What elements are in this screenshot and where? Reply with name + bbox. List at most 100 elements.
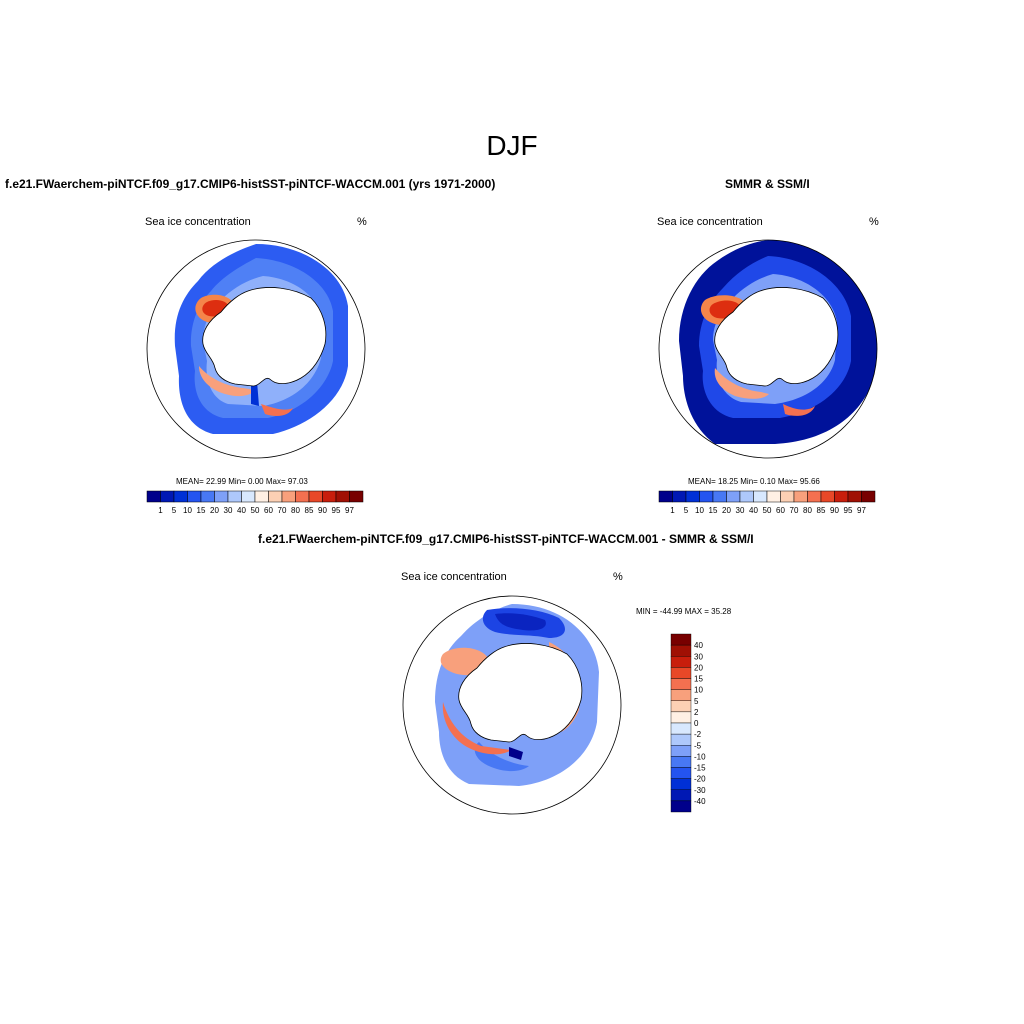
- panel-1-colorbar-tick-label: 90: [318, 506, 327, 514]
- panel-2-colorbar-tick-label: 5: [684, 506, 689, 514]
- panel-1-colorbar-swatch: [187, 490, 202, 503]
- panel-3-title: f.e21.FWaerchem-piNTCF.f09_g17.CMIP6-his…: [258, 532, 754, 546]
- panel-3-colorbar-swatch: [670, 756, 692, 768]
- panel-1-colorbar: 1 5 10 15 20 30 40 50 60 70 80 85 90 95 97: [146, 490, 364, 514]
- panel-2-units: %: [869, 216, 879, 228]
- panel-1-field-label: Sea ice concentration: [145, 216, 251, 228]
- panel-1-colorbar-swatch: [227, 490, 242, 503]
- panel-2-colorbar-swatch: [793, 490, 808, 503]
- panel-2-colorbar: 1 5 10 15 20 30 40 50 60 70 80 85 90 95 97: [658, 490, 876, 514]
- panel-3-colorbar-tick-label: -5: [694, 741, 702, 750]
- panel-1-colorbar-swatch: [241, 490, 256, 503]
- panel-1-map: [146, 239, 366, 459]
- panel-3-colorbar-tick-label: 40: [694, 641, 703, 650]
- panel-3-colorbar-swatch: [670, 767, 692, 779]
- panel-1-colorbar-tick-label: 1: [158, 506, 163, 514]
- panel-3-colorbar-swatch: [670, 800, 692, 813]
- panel-1-colorbar-swatch: [295, 490, 310, 503]
- panel-1-colorbar-tick-label: 20: [210, 506, 219, 514]
- panel-3-stats: MIN = -44.99 MAX = 35.28: [636, 607, 732, 616]
- panel-2-colorbar-swatch: [712, 490, 727, 503]
- panel-1-colorbar-swatch: [349, 490, 364, 503]
- panel-2-colorbar-swatch: [672, 490, 687, 503]
- panel-2-colorbar-tick-label: 15: [709, 506, 718, 514]
- panel-3-colorbar-tick-label: -20: [694, 775, 706, 784]
- panel-3-map: [402, 595, 622, 815]
- panel-3-colorbar-tick-label: -30: [694, 786, 706, 795]
- panel-2-colorbar-swatch: [699, 490, 714, 503]
- panel-1-colorbar-tick-label: 15: [197, 506, 206, 514]
- panel-2-colorbar-swatch: [726, 490, 741, 503]
- panel-1-colorbar-swatch: [160, 490, 175, 503]
- panel-3-colorbar-swatch: [670, 711, 692, 724]
- panel-1-colorbar-tick-label: 5: [172, 506, 177, 514]
- panel-3-colorbar-tick-label: 20: [694, 663, 703, 672]
- panel-2-colorbar-tick-label: 85: [817, 506, 826, 514]
- panel-1-colorbar-tick-label: 97: [345, 506, 354, 514]
- panel-1-colorbar-swatch: [308, 490, 323, 503]
- panel-1-colorbar-tick-label: 95: [332, 506, 341, 514]
- panel-3-colorbar-tick-label: 0: [694, 719, 699, 728]
- panel-2-colorbar-tick-label: 1: [670, 506, 675, 514]
- panel-3-colorbar-swatch: [670, 778, 692, 790]
- panel-1-colorbar-tick-label: 50: [251, 506, 260, 514]
- panel-1-colorbar-tick-label: 70: [278, 506, 287, 514]
- panel-2-colorbar-tick-label: 10: [695, 506, 704, 514]
- panel-3-colorbar-tick-label: -15: [694, 764, 706, 773]
- panel-2-colorbar-tick-label: 90: [830, 506, 839, 514]
- panel-1-colorbar-tick-label: 30: [224, 506, 233, 514]
- panel-1-colorbar-swatch: [214, 490, 229, 503]
- panel-2-colorbar-swatch: [807, 490, 822, 503]
- panel-3-colorbar-swatch: [670, 789, 692, 802]
- panel-3-field-label: Sea ice concentration: [401, 571, 507, 583]
- panel-2-colorbar-swatch: [820, 490, 835, 503]
- panel-2-colorbar-tick-label: 80: [803, 506, 812, 514]
- panel-3-colorbar-tick-label: -10: [694, 752, 706, 761]
- panel-2-colorbar-swatch: [685, 490, 700, 503]
- panel-2-map: [658, 239, 878, 459]
- panel-1-colorbar-tick-label: 85: [305, 506, 314, 514]
- panel-2-colorbar-tick-label: 20: [722, 506, 731, 514]
- panel-2-colorbar-tick-label: 97: [857, 506, 866, 514]
- panel-1-stats: MEAN= 22.99 Min= 0.00 Max= 97.03: [176, 477, 308, 486]
- panel-1-units: %: [357, 216, 367, 228]
- panel-2-colorbar-tick-label: 40: [749, 506, 758, 514]
- panel-3-colorbar-tick-label: 2: [694, 708, 699, 717]
- panel-1-title: f.e21.FWaerchem-piNTCF.f09_g17.CMIP6-his…: [5, 177, 496, 191]
- panel-2-colorbar-tick-label: 60: [776, 506, 785, 514]
- panel-2-colorbar-tick-label: 30: [736, 506, 745, 514]
- panel-1-colorbar-swatch: [335, 490, 350, 503]
- panel-3-units: %: [613, 571, 623, 583]
- panel-3-colorbar-swatch: [670, 667, 692, 679]
- panel-3-colorbar-tick-label: -40: [694, 797, 706, 806]
- panel-3-colorbar-swatch: [670, 633, 692, 646]
- panel-2-title: SMMR & SSM/I: [725, 177, 810, 191]
- panel-2-colorbar-swatch: [766, 490, 781, 503]
- panel-1-colorbar-tick-label: 80: [291, 506, 300, 514]
- panel-2-colorbar-tick-label: 70: [790, 506, 799, 514]
- panel-3-colorbar-swatch: [670, 722, 692, 735]
- panel-2-colorbar-swatch: [753, 490, 768, 503]
- panel-2-colorbar-swatch: [780, 490, 795, 503]
- panel-1-colorbar-swatch: [146, 490, 161, 503]
- panel-2-colorbar-swatch: [861, 490, 876, 503]
- panel-3-colorbar-swatch: [670, 689, 692, 701]
- panel-3-colorbar-tick-label: 15: [694, 675, 703, 684]
- panel-3-colorbar-tick-label: 10: [694, 686, 703, 695]
- panel-1-colorbar-swatch: [281, 490, 296, 503]
- panel-3-colorbar-swatch: [670, 700, 692, 713]
- panel-2-colorbar-tick-label: 95: [844, 506, 853, 514]
- panel-3-colorbar-swatch: [670, 745, 692, 757]
- panel-3-colorbar-swatch: [670, 656, 692, 668]
- main-title: DJF: [486, 130, 538, 161]
- panel-2-colorbar-swatch: [739, 490, 754, 503]
- panel-2-colorbar-swatch: [834, 490, 849, 503]
- panel-2-colorbar-swatch: [658, 490, 673, 503]
- panel-1-colorbar-swatch: [173, 490, 188, 503]
- panel-1-colorbar-tick-label: 10: [183, 506, 192, 514]
- panel-3-colorbar-swatch: [670, 644, 692, 657]
- panel-1-colorbar-swatch: [322, 490, 337, 503]
- panel-3-colorbar-tick-label: -2: [694, 730, 702, 739]
